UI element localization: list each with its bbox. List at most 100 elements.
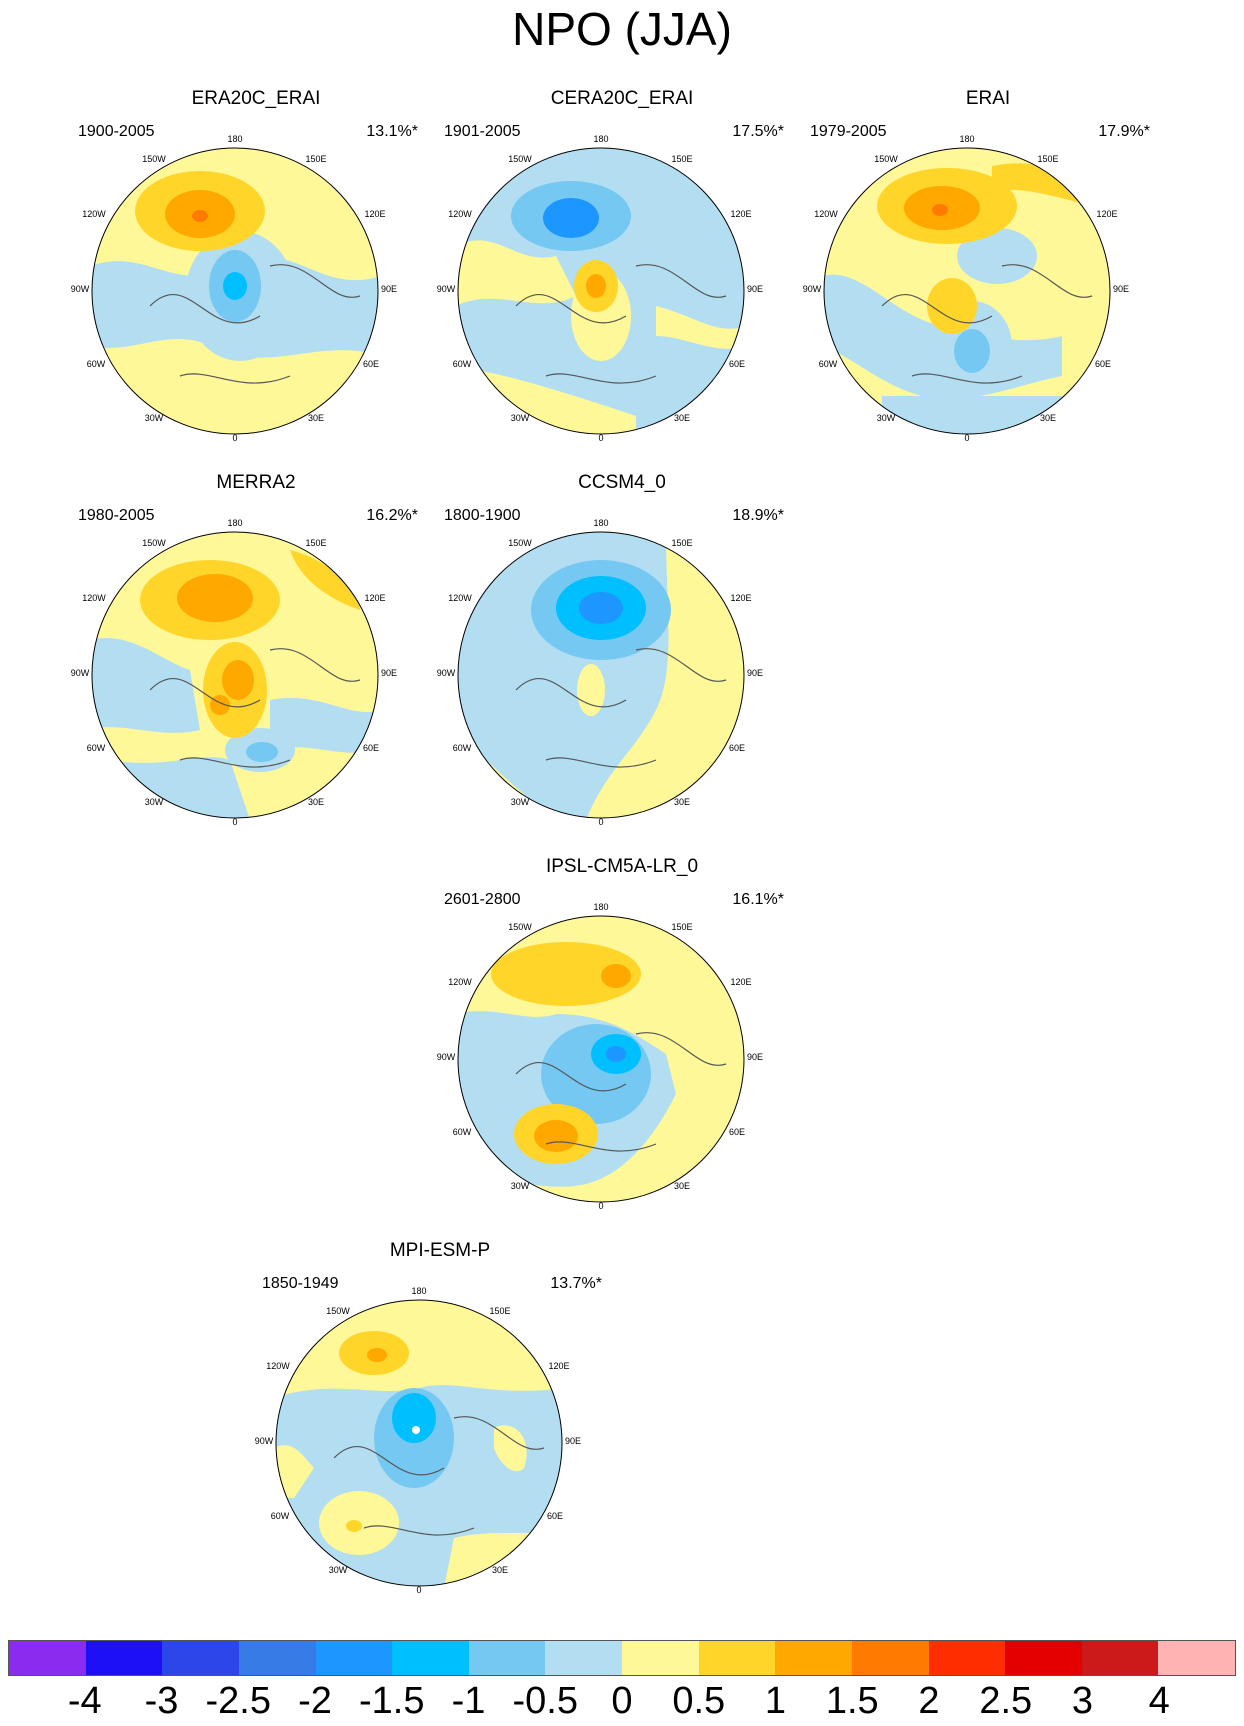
- lon-label: 90W: [70, 668, 90, 678]
- lon-label: 180: [227, 518, 243, 528]
- lon-label: 180: [411, 1286, 427, 1296]
- lon-label: 30E: [491, 1565, 509, 1575]
- panel-title: IPSL-CM5A-LR_0: [545, 856, 699, 877]
- lon-label: 30W: [510, 797, 530, 807]
- lon-label: 120W: [448, 209, 472, 219]
- colorbar-tick-label: -1.5: [359, 1680, 425, 1722]
- panel-variance: 17.5%*: [732, 123, 784, 140]
- lon-label: 90E: [746, 284, 764, 294]
- colorbar-tick-label: 2: [918, 1680, 940, 1722]
- colorbar-tick-label: 0.5: [672, 1680, 726, 1722]
- lon-label: 90E: [564, 1436, 582, 1446]
- colorbar-tick-label: -2: [298, 1680, 332, 1722]
- lon-label: 30E: [1039, 413, 1057, 423]
- lon-label: 60W: [452, 743, 472, 753]
- panel-variance: 17.9%*: [1098, 123, 1150, 140]
- panel-years: 1980-2005: [78, 507, 155, 524]
- colorbar-tick-label: 3: [1071, 1680, 1094, 1722]
- lon-label: 90E: [746, 1052, 764, 1062]
- colorbar-tick-label: -4: [67, 1680, 102, 1722]
- colorbar-swatch: [315, 1641, 393, 1675]
- lon-label: 120E: [730, 977, 752, 987]
- lon-label: 120W: [448, 593, 472, 603]
- lon-label: 150E: [671, 538, 693, 548]
- lon-label: 0: [416, 1585, 422, 1595]
- panel-title: CERA20C_ERAI: [550, 88, 694, 109]
- lon-label: 90W: [436, 668, 456, 678]
- lon-label: 0: [232, 817, 238, 827]
- lon-label: 60E: [362, 359, 380, 369]
- colorbar-tick-label: -3: [144, 1680, 179, 1722]
- lon-label: 30W: [144, 413, 164, 423]
- lon-label: 120W: [448, 977, 472, 987]
- colorbar-swatch: [698, 1641, 776, 1675]
- colorbar-tick-label: 2.5: [979, 1680, 1033, 1722]
- colorbar-swatch: [392, 1641, 469, 1675]
- colorbar-tick-label: 0: [611, 1680, 633, 1722]
- map-panel: MERRA2 1980-2005 16.2%* 180 150E 120E 90…: [70, 472, 440, 857]
- map-panel: ERA20C_ERAI 1900-2005 13.1%* 180 150E 12…: [71, 88, 440, 473]
- colorbar-swatch: [1005, 1641, 1082, 1675]
- colorbar-tick-label: -1: [451, 1680, 486, 1722]
- lon-label: 120E: [730, 593, 752, 603]
- lon-label: 180: [593, 134, 609, 144]
- panel-title: ERAI: [965, 88, 1011, 109]
- lon-label: 30E: [307, 413, 325, 423]
- lon-label: 60W: [452, 359, 472, 369]
- lon-label: 0: [964, 433, 970, 443]
- lon-label: 60W: [818, 359, 838, 369]
- colorbar-swatch: [85, 1641, 163, 1675]
- lon-label: 90W: [802, 284, 822, 294]
- map-panel: MPI-ESM-P 1850-1949 13.7%* 180 150E 120E…: [254, 1240, 624, 1625]
- polar-map: [275, 1299, 563, 1587]
- lon-label: 60W: [86, 359, 106, 369]
- lon-label: 30E: [673, 413, 691, 423]
- lon-label: 60E: [546, 1511, 564, 1521]
- figure-title: NPO (JJA): [512, 3, 732, 55]
- lon-label: 0: [598, 817, 604, 827]
- colorbar-swatch: [851, 1641, 929, 1675]
- polar-map: [91, 531, 379, 819]
- lon-label: 90E: [380, 284, 398, 294]
- lon-label: 60E: [728, 1127, 746, 1137]
- colorbar-tick-label: 1: [764, 1680, 787, 1722]
- lon-label: 60W: [86, 743, 106, 753]
- colorbar-tick-label: 4: [1148, 1680, 1170, 1722]
- lon-label: 30E: [673, 797, 691, 807]
- panel-title: ERA20C_ERAI: [191, 88, 321, 109]
- map-panel: CCSM4_0 1800-1900 18.9%* 180 150E 120E 9…: [436, 472, 806, 857]
- lon-label: 0: [598, 1201, 604, 1211]
- lon-label: 150W: [508, 922, 532, 932]
- lon-label: 150E: [305, 538, 327, 548]
- lon-label: 90W: [254, 1436, 274, 1446]
- lon-label: 150W: [508, 154, 532, 164]
- polar-map: [457, 915, 745, 1203]
- lon-label: 60E: [1094, 359, 1112, 369]
- panel-title: MPI-ESM-P: [389, 1240, 491, 1261]
- lon-label: 120W: [82, 593, 106, 603]
- colorbar-tick-label: 1.5: [825, 1680, 879, 1722]
- colorbar-swatch: [162, 1641, 239, 1675]
- lon-label: 150W: [142, 538, 166, 548]
- lon-label: 150W: [508, 538, 532, 548]
- panel-years: 1850-1949: [262, 1275, 339, 1292]
- colorbar-tick-label: -0.5: [512, 1680, 578, 1722]
- lon-label: 180: [959, 134, 975, 144]
- colorbar-swatch: [468, 1641, 546, 1675]
- map-panel: CERA20C_ERAI 1901-2005 17.5%* 180 150E 1…: [437, 88, 806, 473]
- panel-years: 1900-2005: [78, 123, 155, 140]
- map-panel: ERAI 1979-2005 17.9%* 180 150E 120E 90E …: [802, 88, 1172, 473]
- panel-variance: 16.1%*: [732, 891, 784, 908]
- panel-variance: 13.7%*: [550, 1275, 602, 1292]
- lon-label: 30W: [876, 413, 896, 423]
- lon-label: 30E: [307, 797, 325, 807]
- panel-title: MERRA2: [216, 472, 296, 493]
- lon-label: 180: [593, 518, 609, 528]
- colorbar-tick-label: -2.5: [205, 1680, 271, 1722]
- panel-title: CCSM4_0: [578, 472, 666, 493]
- lon-label: 120W: [266, 1361, 290, 1371]
- panel-years: 1800-1900: [444, 507, 521, 524]
- lon-label: 150E: [671, 154, 693, 164]
- colorbar-labels: -4 -3 -2.5 -2 -1.5 -1 -0.5 0 0.5 1 1.5 2 2.5 3 4: [0, 1680, 1244, 1726]
- lon-label: 0: [232, 433, 238, 443]
